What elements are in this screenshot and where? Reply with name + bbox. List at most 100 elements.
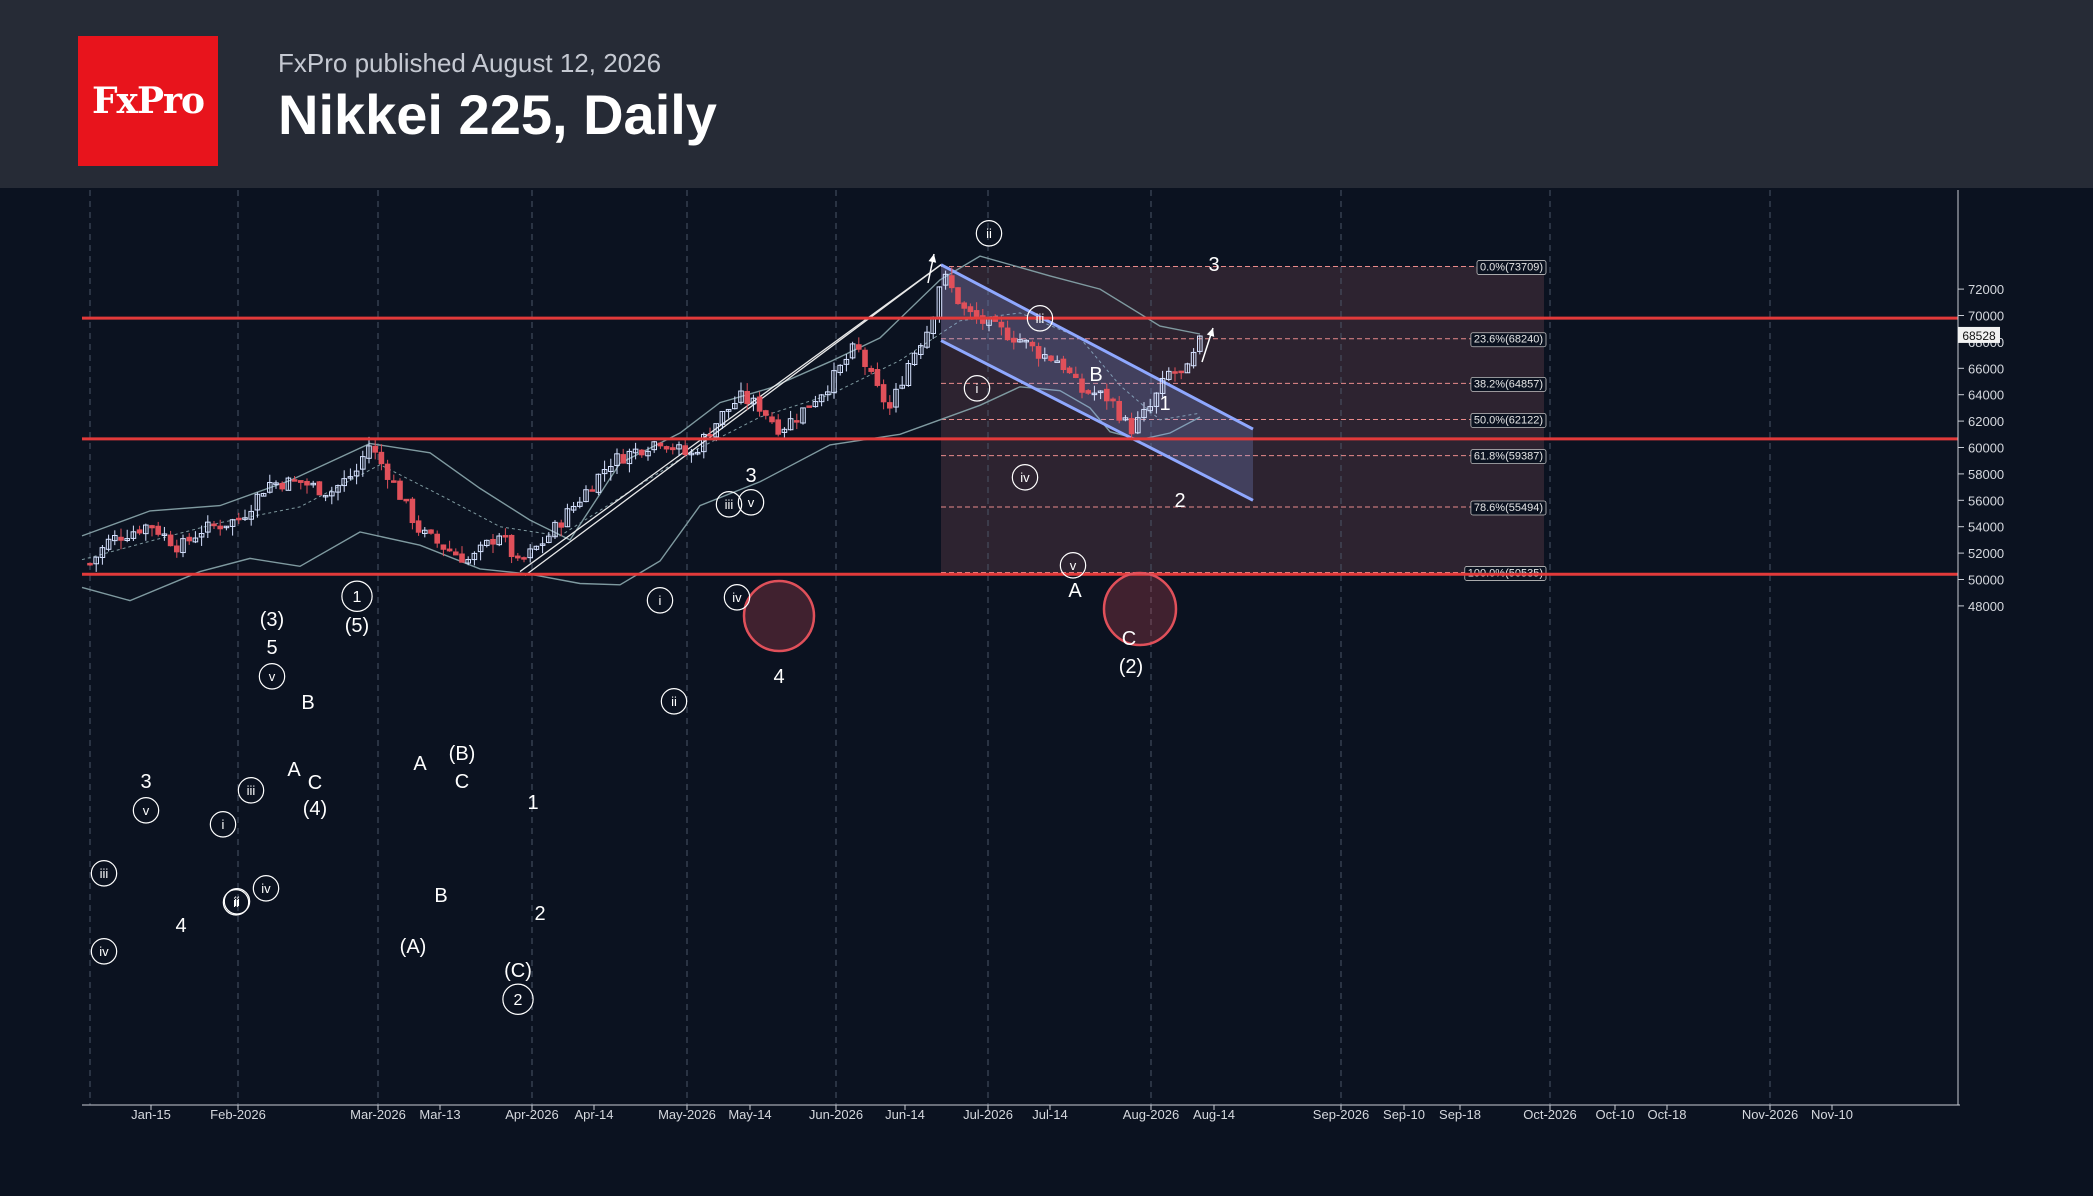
channel-upper-line (940, 263, 1254, 431)
wave-label-circle (223, 888, 251, 915)
x-tick-label: Apr-14 (574, 1107, 613, 1122)
candle-body (1035, 346, 1042, 359)
candle-body (260, 493, 267, 497)
candle-body (1178, 370, 1185, 374)
candle-body (409, 498, 416, 524)
candle-body (887, 402, 893, 409)
wave-label: 4 (773, 666, 784, 688)
candle-body (322, 494, 329, 498)
bollinger-upper (81, 255, 1201, 541)
candle-body (1042, 354, 1048, 359)
candle-body (539, 543, 546, 546)
axes-layer: 48000 50000 52000 54000 56000 58000 60000 62000… (82, 190, 2004, 1122)
candle-body (335, 485, 341, 493)
wave-label: (B) (449, 743, 476, 765)
wave-label: 2 (514, 992, 523, 1009)
y-tick-label: 52000 (1968, 546, 2004, 561)
candle-body (570, 505, 577, 511)
candle-body (794, 420, 800, 423)
y-tick-label: 64000 (1968, 388, 2004, 403)
candle-body (608, 465, 614, 472)
candle-body (1110, 398, 1116, 402)
x-tick-label: Sep-10 (1383, 1107, 1425, 1122)
x-tick-label: Apr-2026 (505, 1107, 558, 1122)
candle-body (862, 349, 868, 367)
candle-body (397, 480, 403, 500)
x-tick-label: Aug-14 (1193, 1107, 1235, 1122)
candle-body (285, 477, 292, 491)
x-tick-label: Jul-2026 (963, 1107, 1013, 1122)
candle-body (508, 534, 515, 557)
candle-body (465, 559, 471, 564)
candle-body (446, 548, 453, 552)
wave-label-circle (646, 587, 674, 614)
candle-body (198, 533, 205, 538)
wave-label: (4) (303, 798, 327, 820)
candle-body (564, 508, 571, 528)
fib-label: 23.6%(68240) (1474, 334, 1543, 346)
candle-body (1085, 390, 1092, 394)
x-tick-label: Oct-2026 (1523, 1107, 1576, 1122)
candle-body (496, 535, 502, 546)
wave-label: 2 (1174, 490, 1185, 512)
candle-body (211, 523, 217, 527)
candle-body (229, 519, 236, 527)
candle-body (434, 533, 440, 544)
candle-body (595, 473, 602, 493)
wave-label-circle (341, 580, 373, 612)
wave-label: 4 (175, 915, 186, 937)
wave-label-circle (252, 875, 280, 902)
candle-body (589, 489, 596, 492)
wave-label-circle (963, 375, 991, 402)
candle-body (459, 553, 465, 563)
wave-label: (5) (345, 615, 369, 637)
candle-body (552, 521, 558, 538)
x-tick-label: Jul-14 (1032, 1107, 1067, 1122)
fib-label: 50.0%(62122) (1474, 414, 1543, 426)
candle-body (1023, 339, 1030, 343)
candle-body (763, 410, 769, 416)
candle-body (143, 524, 149, 535)
candle-body (1029, 341, 1036, 347)
fib-label: 38.2%(64857) (1474, 378, 1543, 390)
x-tick-label: Jun-2026 (809, 1107, 863, 1122)
candle-body (155, 525, 161, 535)
wave-label-circle (715, 491, 743, 518)
wave-label: iii (100, 866, 109, 881)
candle-body (223, 525, 230, 529)
wave-label-circle (209, 811, 237, 838)
candle-body (118, 536, 124, 541)
candle-body (384, 463, 391, 480)
candle-body (291, 479, 298, 482)
candle-body (880, 384, 887, 403)
candle-body (329, 491, 335, 497)
candle-body (1104, 388, 1110, 402)
candle-body (744, 390, 751, 405)
candle-body (192, 537, 199, 543)
y-tick-label: 58000 (1968, 467, 2004, 482)
candle-body (949, 275, 955, 289)
wave-label: (2) (1119, 656, 1143, 678)
impulse-trendline-lower (524, 264, 942, 577)
candle-body (1147, 406, 1154, 412)
x-tick-label: Aug-2026 (1123, 1107, 1179, 1122)
wave-label: 1 (527, 792, 538, 814)
candle-body (738, 390, 744, 403)
candle-body (1128, 418, 1135, 435)
candle-body (149, 525, 155, 529)
candle-body (806, 405, 813, 408)
candle-body (924, 331, 930, 348)
candle-body (521, 557, 527, 560)
fib-label: 61.8%(59387) (1474, 451, 1543, 463)
candle-body (316, 481, 323, 496)
candle-body (546, 535, 552, 543)
y-tick-label: 62000 (1968, 414, 2004, 429)
candle-body (918, 345, 924, 356)
wave-label: iii (1036, 311, 1045, 326)
candle-body (955, 287, 961, 305)
wave-label: iv (261, 881, 271, 896)
candle-body (707, 434, 713, 437)
x-tick-label: Oct-10 (1595, 1107, 1634, 1122)
fib-label-box (1470, 449, 1547, 464)
wave-label-circle (975, 220, 1003, 247)
